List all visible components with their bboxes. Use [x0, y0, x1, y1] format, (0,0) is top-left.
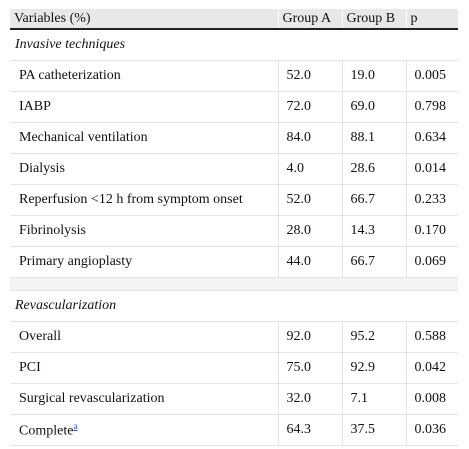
- row-label: Completea: [10, 414, 279, 446]
- table-row: Fibrinolysis 28.0 14.3 0.170: [10, 215, 458, 247]
- row-label: Overall: [10, 321, 279, 353]
- group-b-value: 7.1: [342, 383, 407, 415]
- spacer-cell: [10, 277, 458, 291]
- header-row: Variables (%) Group A Group B p: [10, 9, 458, 30]
- p-value: 0.233: [406, 184, 458, 216]
- p-value: 0.588: [406, 321, 458, 353]
- header-variables: Variables (%): [10, 9, 279, 30]
- row-label: Reperfusion <12 h from symptom onset: [10, 184, 279, 216]
- table-row: Mechanical ventilation 84.0 88.1 0.634: [10, 122, 458, 154]
- group-b-value: 95.2: [342, 321, 407, 353]
- group-a-value: 75.0: [278, 352, 343, 384]
- group-a-value: 4.0: [278, 153, 343, 185]
- p-value: 0.008: [406, 383, 458, 415]
- group-a-value: 52.0: [278, 184, 343, 216]
- section-row-invasive-techniques: Invasive techniques: [10, 29, 458, 61]
- table-row: IABP 72.0 69.0 0.798: [10, 91, 458, 123]
- p-value: 0.634: [406, 122, 458, 154]
- group-a-value: 52.0: [278, 60, 343, 92]
- row-label: Dialysis: [10, 153, 279, 185]
- header-group-b: Group B: [342, 9, 407, 30]
- table-row: Overall 92.0 95.2 0.588: [10, 321, 458, 353]
- p-value: 0.014: [406, 153, 458, 185]
- group-a-value: 32.0: [278, 383, 343, 415]
- header-group-a: Group A: [278, 9, 343, 30]
- header-p: p: [406, 9, 458, 30]
- table-row: PA catheterization 52.0 19.0 0.005: [10, 60, 458, 92]
- p-value: 0.005: [406, 60, 458, 92]
- group-b-value: 19.0: [342, 60, 407, 92]
- row-label: PA catheterization: [10, 60, 279, 92]
- row-label: Fibrinolysis: [10, 215, 279, 247]
- p-value: 0.798: [406, 91, 458, 123]
- group-a-value: 64.3: [278, 414, 343, 446]
- table-row: Primary angioplasty 44.0 66.7 0.069: [10, 246, 458, 278]
- group-a-value: 84.0: [278, 122, 343, 154]
- row-label: Mechanical ventilation: [10, 122, 279, 154]
- footnote-link[interactable]: a: [73, 420, 78, 431]
- row-label: Surgical revascularization: [10, 383, 279, 415]
- group-b-value: 66.7: [342, 184, 407, 216]
- p-value: 0.170: [406, 215, 458, 247]
- group-b-value: 66.7: [342, 246, 407, 278]
- group-a-value: 92.0: [278, 321, 343, 353]
- p-value: 0.036: [406, 414, 458, 446]
- group-b-value: 14.3: [342, 215, 407, 247]
- group-a-value: 44.0: [278, 246, 343, 278]
- group-a-value: 28.0: [278, 215, 343, 247]
- group-b-value: 92.9: [342, 352, 407, 384]
- group-b-value: 37.5: [342, 414, 407, 446]
- p-value: 0.069: [406, 246, 458, 278]
- table-row: Surgical revascularization 32.0 7.1 0.00…: [10, 383, 458, 415]
- section-row-revascularization: Revascularization: [10, 290, 458, 322]
- p-value: 0.042: [406, 352, 458, 384]
- table-row: Reperfusion <12 h from symptom onset 52.…: [10, 184, 458, 216]
- results-table: Variables (%) Group A Group B p Invasive…: [10, 9, 458, 446]
- section-title: Invasive techniques: [10, 29, 458, 61]
- group-b-value: 88.1: [342, 122, 407, 154]
- group-b-value: 69.0: [342, 91, 407, 123]
- table-row: Completea 64.3 37.5 0.036: [10, 414, 458, 446]
- table-row: Dialysis 4.0 28.6 0.014: [10, 153, 458, 185]
- row-label: IABP: [10, 91, 279, 123]
- table-row: PCI 75.0 92.9 0.042: [10, 352, 458, 384]
- group-a-value: 72.0: [278, 91, 343, 123]
- group-b-value: 28.6: [342, 153, 407, 185]
- section-title: Revascularization: [10, 290, 458, 322]
- section-spacer: [10, 277, 458, 291]
- row-label: PCI: [10, 352, 279, 384]
- row-label-text: Complete: [19, 423, 74, 439]
- row-label: Primary angioplasty: [10, 246, 279, 278]
